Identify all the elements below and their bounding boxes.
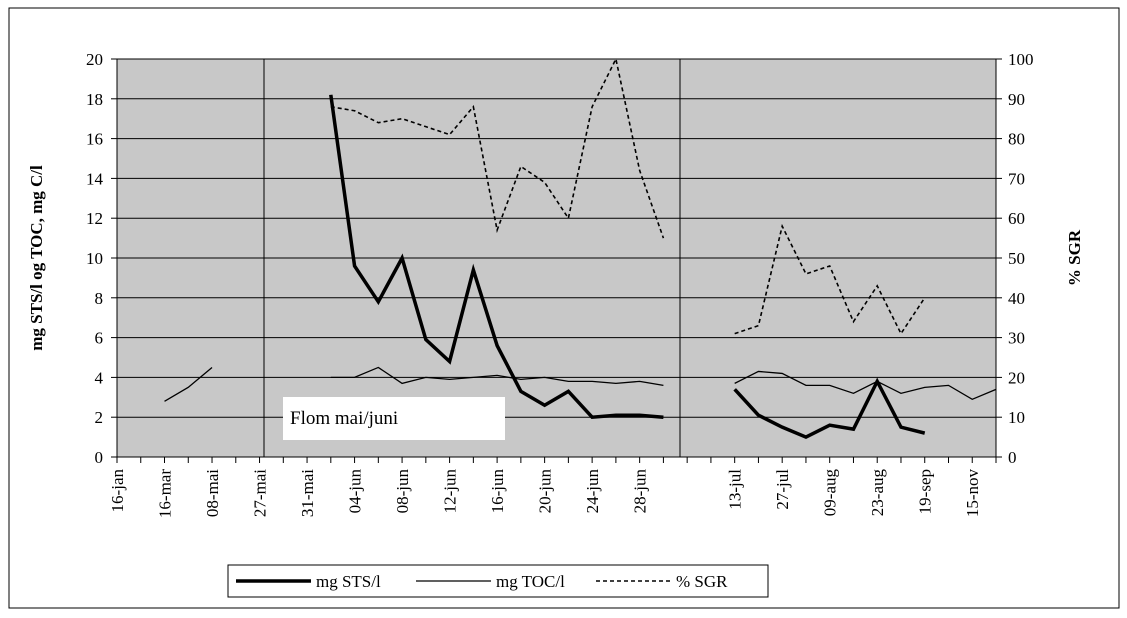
x-tick-label: 31-mai	[298, 469, 317, 517]
y2-tick-label: 0	[1008, 448, 1017, 467]
y-tick-label: 4	[95, 368, 104, 387]
y-tick-label: 12	[86, 209, 103, 228]
y-tick-label: 18	[86, 90, 103, 109]
y2-tick-label: 80	[1008, 130, 1025, 149]
x-tick-label: 15-nov	[963, 469, 982, 518]
series-line	[164, 366, 997, 402]
x-tick-label: 16-jan	[108, 469, 127, 513]
x-tick-label: 28-jun	[631, 469, 650, 514]
annotation-box	[283, 397, 505, 440]
y-axis-title: mg STS/l og TOC, mg C/l	[27, 165, 46, 351]
y2-tick-label: 50	[1008, 249, 1025, 268]
y2-tick-label: 60	[1008, 209, 1025, 228]
y-tick-label: 10	[86, 249, 103, 268]
x-tick-label: 08-mai	[203, 469, 222, 517]
legend-label: mg TOC/l	[496, 572, 565, 591]
y2-tick-label: 90	[1008, 90, 1025, 109]
legend-label: % SGR	[676, 572, 728, 591]
annotation: Flom mai/juni	[290, 408, 398, 429]
y2-tick-label: 20	[1008, 368, 1025, 387]
series-line	[329, 94, 926, 440]
x-tick-label: 19-sep	[916, 469, 935, 514]
y-tick-label: 8	[95, 289, 104, 308]
y-tick-label: 0	[95, 448, 104, 467]
x-tick-label: 27-mai	[251, 469, 270, 517]
x-tick-label: 08-jun	[393, 469, 412, 514]
y-tick-label: 6	[95, 329, 104, 348]
y2-tick-label: 100	[1008, 50, 1034, 69]
x-tick-label: 04-jun	[346, 469, 365, 514]
x-tick-label: 13-jul	[726, 469, 745, 510]
legend-box	[227, 564, 769, 598]
series-line	[330, 56, 926, 336]
y-tick-label: 2	[95, 408, 104, 427]
x-tick-label: 16-mar	[156, 469, 175, 518]
y-tick-label: 14	[86, 169, 104, 188]
x-tick-label: 24-jun	[583, 469, 602, 514]
y2-tick-label: 30	[1008, 329, 1025, 348]
y-tick-label: 16	[86, 130, 103, 149]
x-tick-label: 27-jul	[773, 469, 792, 510]
x-tick-label: 12-jun	[441, 469, 460, 514]
plot-frame	[116, 58, 997, 458]
x-tick-label: 23-aug	[868, 469, 887, 517]
y2-axis-title: % SGR	[1065, 229, 1084, 286]
y-tick-label: 20	[86, 50, 103, 69]
y2-tick-label: 70	[1008, 169, 1025, 188]
y2-tick-label: 40	[1008, 289, 1025, 308]
legend-label: mg STS/l	[316, 572, 381, 591]
x-tick-label: 16-jun	[488, 469, 507, 514]
x-tick-label: 20-jun	[536, 469, 555, 514]
x-tick-label: 09-aug	[821, 469, 840, 517]
y2-tick-label: 10	[1008, 408, 1025, 427]
